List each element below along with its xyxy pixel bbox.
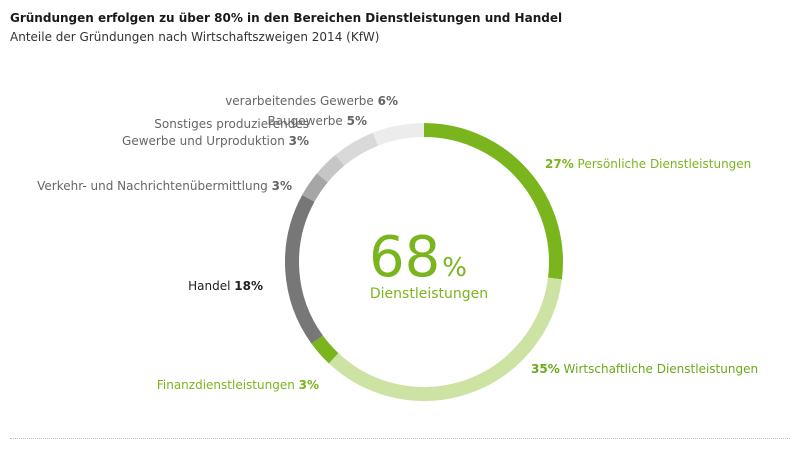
center-label: Dienstleistungen xyxy=(370,286,488,302)
slice-1 xyxy=(328,277,562,401)
center-value: 68% xyxy=(369,225,467,290)
slice-name-5-line2: Gewerbe und Urproduktion xyxy=(122,134,289,148)
slice-7 xyxy=(372,123,425,146)
slice-label-2: Finanzdienstleistungen 3% xyxy=(157,378,319,392)
slice-name-2: Finanzdienstleistungen xyxy=(157,378,299,392)
slice-name-5: Sonstiges produzierendes xyxy=(154,117,309,131)
slice-value-6: 5% xyxy=(347,114,367,128)
slice-value-5: 3% xyxy=(289,134,309,148)
slice-name-4: Verkehr- und Nachrichtenübermittlung xyxy=(37,179,272,193)
slice-name-7: verarbeitendes Gewerbe xyxy=(225,94,377,108)
slice-label-3: Handel 18% xyxy=(188,279,263,293)
slice-name-0: Persönliche Dienstleistungen xyxy=(574,157,752,171)
slice-label-4: Verkehr- und Nachrichtenübermittlung 3% xyxy=(37,179,292,193)
chart-title: Gründungen erfolgen zu über 80% in den B… xyxy=(10,11,563,25)
slice-name-1: Wirtschaftliche Dienstleistungen xyxy=(560,362,758,376)
slice-6 xyxy=(335,132,379,166)
slice-5 xyxy=(316,154,345,183)
bottom-divider xyxy=(10,438,790,439)
slice-label-7: verarbeitendes Gewerbe 6% xyxy=(225,94,398,108)
slice-value-0: 27% xyxy=(545,157,574,171)
slice-value-2: 3% xyxy=(299,378,319,392)
slice-value-1: 35% xyxy=(531,362,560,376)
slice-label-0: 27% Persönliche Dienstleistungen xyxy=(545,157,751,171)
chart-subtitle: Anteile der Gründungen nach Wirtschaftsz… xyxy=(10,30,380,44)
slice-label-1: 35% Wirtschaftliche Dienstleistungen xyxy=(531,362,758,376)
slice-value-4: 3% xyxy=(272,179,292,193)
slice-name-6: Baugewerbe xyxy=(267,114,346,128)
slice-value-7: 6% xyxy=(378,94,398,108)
slice-value-3: 18% xyxy=(234,279,263,293)
slice-3 xyxy=(285,195,323,344)
slice-label-5: Sonstiges produzierendes Gewerbe und Urpr… xyxy=(122,117,309,148)
slice-0 xyxy=(423,123,563,280)
slice-4 xyxy=(302,173,328,202)
slice-label-6: Baugewerbe 5% xyxy=(267,114,367,128)
slice-2 xyxy=(311,335,339,364)
donut-labels: 27% Persönliche Dienstleistungen 35% Wirt… xyxy=(37,94,758,392)
donut-slices xyxy=(285,123,563,401)
slice-name-3: Handel xyxy=(188,279,234,293)
